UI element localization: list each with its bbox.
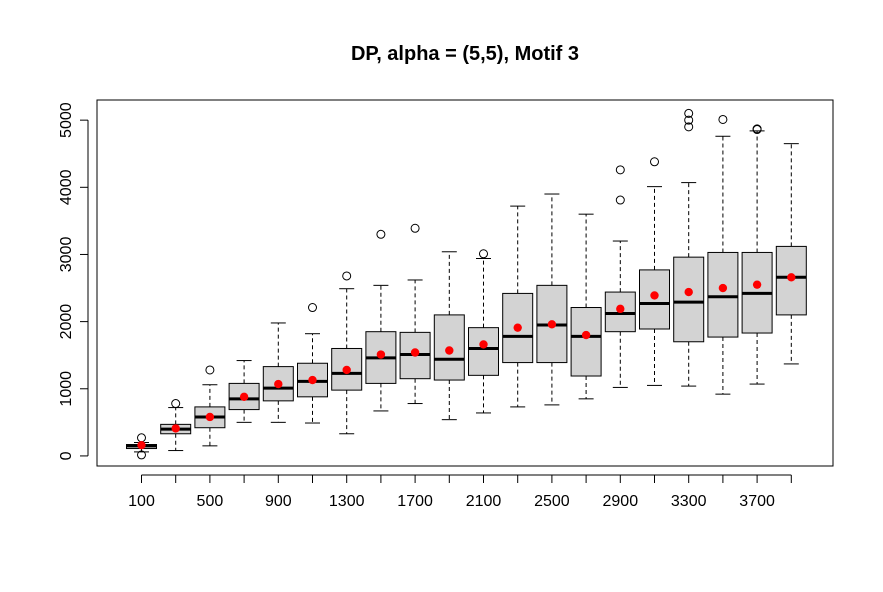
box-2300 xyxy=(502,205,534,408)
mean-point xyxy=(239,392,249,402)
outlier-point xyxy=(684,108,694,118)
x-tick-label: 1700 xyxy=(397,493,433,510)
box-3500 xyxy=(707,114,739,395)
box-3700 xyxy=(741,124,773,385)
plot-frame xyxy=(96,99,834,467)
y-tick-label: 4000 xyxy=(58,169,75,205)
mean-point xyxy=(410,348,420,357)
outlier-point xyxy=(615,195,625,205)
iqr-box xyxy=(570,307,602,377)
y-tick-label: 1000 xyxy=(58,371,75,407)
outlier-point xyxy=(171,399,181,409)
x-tick-label: 1300 xyxy=(329,493,365,510)
outlier-point xyxy=(137,433,146,443)
mean-point xyxy=(445,346,454,355)
box-1100 xyxy=(297,303,328,424)
y-axis: 0 1000 2000 3000 4000 5000 xyxy=(58,102,89,460)
mean-point xyxy=(479,340,488,349)
mean-point xyxy=(137,440,146,450)
y-tick-label: 2000 xyxy=(58,304,75,340)
box-3300 xyxy=(673,108,705,387)
mean-point xyxy=(513,323,522,332)
mean-point xyxy=(376,350,386,359)
x-tick-label: 900 xyxy=(265,493,292,510)
outlier-point xyxy=(684,115,694,125)
x-tick-label: 100 xyxy=(128,493,155,510)
y-tick-label: 3000 xyxy=(58,237,75,273)
iqr-box xyxy=(673,256,705,343)
mean-point xyxy=(342,365,351,375)
box-1500 xyxy=(365,229,397,412)
y-tick-label: 5000 xyxy=(58,102,75,138)
outlier-point xyxy=(410,223,420,233)
box-2700 xyxy=(570,213,602,400)
mean-point xyxy=(274,379,283,389)
outlier-point xyxy=(684,122,694,132)
outlier-point xyxy=(479,249,488,259)
mean-point xyxy=(684,287,693,297)
outlier-point xyxy=(137,450,146,460)
outlier-point xyxy=(308,303,317,313)
x-tick-label: 3300 xyxy=(671,493,707,510)
y-tick-label: 0 xyxy=(58,451,75,460)
box-1900 xyxy=(433,251,465,421)
outlier-point xyxy=(615,165,625,175)
mean-point xyxy=(171,424,180,433)
outlier-point xyxy=(650,157,659,167)
x-tick-label: 3700 xyxy=(739,493,775,510)
mean-point xyxy=(308,375,317,385)
box-2100 xyxy=(468,249,499,414)
x-tick-label: 2900 xyxy=(603,493,639,510)
iqr-box xyxy=(707,251,739,338)
box-2900 xyxy=(604,165,636,388)
mean-point xyxy=(581,330,591,340)
box-700 xyxy=(228,360,260,423)
box-900 xyxy=(262,322,294,423)
mean-point xyxy=(752,280,762,289)
outlier-point xyxy=(752,124,762,134)
outlier-point xyxy=(376,229,386,239)
box-series xyxy=(126,108,807,460)
mean-point xyxy=(787,273,796,282)
box-3100 xyxy=(639,157,670,386)
box-3900 xyxy=(775,143,807,365)
outlier-point xyxy=(718,114,728,124)
box-100 xyxy=(126,433,157,460)
x-tick-label: 500 xyxy=(197,493,224,510)
mean-point xyxy=(547,320,557,329)
mean-point xyxy=(718,283,728,293)
chart-title: DP, alpha = (5,5), Motif 3 xyxy=(351,43,579,65)
box-1300 xyxy=(331,271,363,435)
mean-point xyxy=(205,412,215,422)
x-tick-label: 2100 xyxy=(466,493,502,510)
outlier-point xyxy=(342,271,352,281)
box-300 xyxy=(160,399,192,452)
box-500 xyxy=(194,365,226,447)
box-2500 xyxy=(536,193,568,406)
x-axis: 100 500 900 1300 1700 2100 2500 2900 3300 3700 xyxy=(128,474,792,510)
outlier-point xyxy=(205,365,215,375)
mean-point xyxy=(616,304,625,314)
iqr-box xyxy=(468,327,499,376)
mean-point xyxy=(650,291,659,300)
box-1700 xyxy=(399,223,431,405)
x-tick-label: 2500 xyxy=(534,493,570,510)
